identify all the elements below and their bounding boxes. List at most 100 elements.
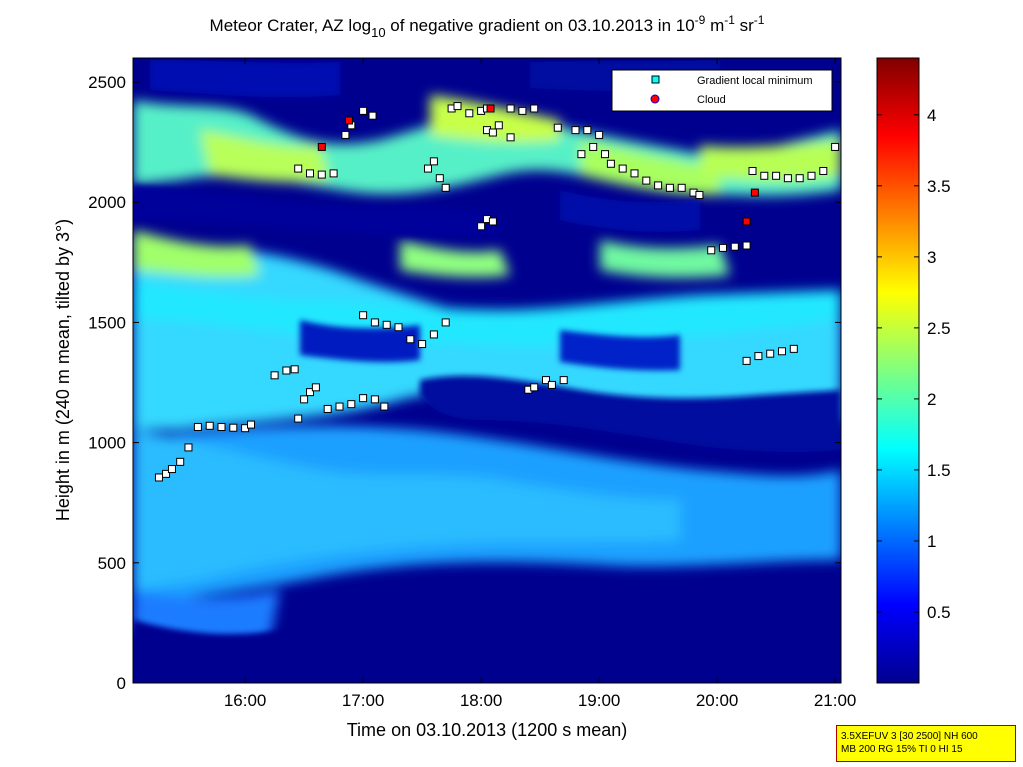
- gradient-minimum-point: [294, 164, 303, 173]
- gradient-minimum-point: [577, 150, 586, 159]
- gradient-minimum-point: [494, 121, 503, 130]
- colorbar-tick-label: 1.5: [927, 461, 951, 480]
- x-tick-label: 16:00: [224, 691, 267, 710]
- cloud-point: [317, 142, 326, 151]
- gradient-minimum-point: [695, 191, 704, 200]
- x-tick-label: 21:00: [814, 691, 857, 710]
- gradient-minimum-point: [429, 330, 438, 339]
- gradient-minimum-point: [760, 171, 769, 180]
- gradient-minimum-point: [382, 320, 391, 329]
- gradient-minimum-point: [341, 130, 350, 139]
- legend-box: [611, 69, 833, 112]
- gradient-minimum-point: [795, 174, 804, 183]
- gradient-minimum-point: [488, 128, 497, 137]
- x-tick-label: 17:00: [342, 691, 385, 710]
- info-box-line-2: MB 200 RG 15% TI 0 HI 15: [841, 744, 963, 755]
- gradient-minimum-point: [606, 159, 615, 168]
- colorbar: 0.5 1 1.5 2 2.5 3 3.5 4: [876, 57, 951, 684]
- gradient-minimum-point: [583, 126, 592, 135]
- y-tick-label: 1500: [88, 313, 126, 332]
- gradient-minimum-point: [477, 222, 486, 231]
- gradient-minimum-point: [317, 170, 326, 179]
- y-tick-label: 2500: [88, 73, 126, 92]
- colorbar-tick-label: 1: [927, 532, 936, 551]
- gradient-minimum-point: [601, 150, 609, 159]
- gradient-minimum-point: [707, 246, 716, 255]
- info-box: 3.5XEFUV 3 [30 2500] NH 600 MB 200 RG 15…: [836, 725, 1016, 762]
- gradient-minimum-point: [742, 356, 751, 365]
- gradient-minimum-point: [294, 414, 303, 423]
- gradient-minimum-point: [154, 473, 163, 482]
- x-axis: 16:00 17:00 18:00 19:00 20:00 21:00: [224, 58, 857, 710]
- gradient-minimum-point: [488, 217, 497, 226]
- gradient-minimum-point: [176, 457, 185, 466]
- legend-label-gradient: Gradient local minimum: [697, 75, 813, 87]
- gradient-minimum-point: [247, 420, 255, 429]
- gradient-minimum-point: [547, 380, 556, 389]
- gradient-minimum-point: [530, 383, 539, 392]
- gradient-minimum-point: [306, 388, 314, 397]
- gradient-minimum-point: [807, 171, 816, 180]
- y-tick-label: 0: [117, 674, 126, 693]
- colorbar-tick-label: 4: [927, 106, 936, 125]
- gradient-minimum-point: [429, 157, 438, 166]
- gradient-minimum-point: [368, 111, 377, 120]
- legend-label-cloud: Cloud: [697, 94, 726, 106]
- y-tick-label: 500: [98, 554, 126, 573]
- gradient-minimum-point: [654, 181, 663, 190]
- gradient-minimum-point: [323, 404, 332, 413]
- y-axis: 0 500 1000 1500 2000 2500: [88, 73, 841, 693]
- gradient-minimum-point: [542, 376, 550, 385]
- cloud-point: [344, 116, 353, 125]
- gradient-minimum-point: [270, 371, 279, 380]
- gradient-minimum-point: [618, 164, 627, 173]
- gradient-minimum-point: [359, 394, 368, 403]
- colorbar-tick-label: 3.5: [927, 177, 951, 196]
- gradient-minimum-point: [719, 243, 727, 252]
- gradient-minimum-point: [778, 347, 786, 356]
- cloud-point: [750, 188, 759, 197]
- colorbar-tick-label: 2: [927, 390, 936, 409]
- gradient-minimum-point: [453, 102, 462, 111]
- colorbar-tick-label: 0.5: [927, 603, 951, 622]
- legend-marker-gradient: [651, 75, 660, 84]
- gradient-minimum-point: [559, 376, 568, 385]
- x-tick-label: 19:00: [578, 691, 621, 710]
- gradient-minimum-point: [370, 395, 379, 404]
- gradient-minimum-point: [530, 104, 539, 113]
- gradient-minimum-point: [418, 340, 427, 349]
- info-box-line-1: 3.5XEFUV 3 [30 2500] NH 600: [841, 731, 978, 742]
- gradient-minimum-point: [359, 311, 368, 320]
- y-tick-label: 2000: [88, 193, 126, 212]
- gradient-minimum-point: [282, 366, 291, 375]
- gradient-minimum-point: [766, 349, 775, 358]
- gradient-minimum-point: [441, 183, 450, 192]
- gradient-minimum-point: [300, 395, 309, 404]
- legend: Gradient local minimum Cloud: [611, 69, 833, 112]
- gradient-minimum-point: [406, 335, 415, 344]
- gradient-minimum-point: [677, 183, 686, 192]
- gradient-minimum-point: [831, 142, 840, 151]
- gradient-minimum-point: [789, 344, 798, 353]
- gradient-minimum-point: [329, 169, 338, 178]
- legend-marker-cloud: [650, 94, 660, 104]
- cloud-point: [742, 217, 751, 226]
- gradient-minimum-point: [506, 104, 515, 113]
- gradient-minimum-point: [772, 171, 781, 180]
- colorbar-tick-label: 3: [927, 248, 936, 267]
- gradient-minimum-point: [370, 318, 379, 327]
- colorbar-tick-label: 2.5: [927, 319, 951, 338]
- x-axis-label: Time on 03.10.2013 (1200 s mean): [347, 720, 628, 740]
- gradient-minimum-point: [435, 174, 444, 183]
- chart-title: Meteor Crater, AZ log10 of negative grad…: [210, 13, 765, 40]
- gradient-minimum-point: [642, 176, 651, 185]
- gradient-minimum-point: [630, 169, 639, 178]
- gradient-minimum-point: [229, 423, 238, 432]
- gradient-minimum-point: [589, 142, 598, 151]
- colorbar-gradient: [876, 57, 920, 684]
- gradient-minimum-point: [742, 241, 751, 250]
- gradient-minimum-point: [518, 106, 527, 115]
- gradient-minimum-point: [290, 365, 299, 374]
- gradient-minimum-point: [347, 400, 356, 409]
